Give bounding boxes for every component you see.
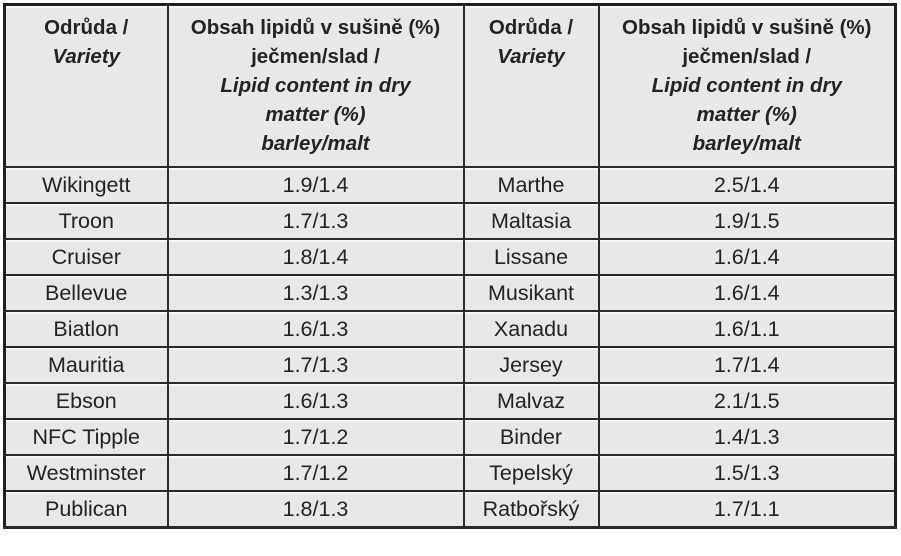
- lipid-header-en-line2: matter (%): [696, 103, 797, 126]
- lipid-value-cell: 1.9/1.4: [166, 166, 465, 204]
- table-row: Troon 1.7/1.3 Maltasia 1.9/1.5: [3, 202, 897, 240]
- variety-header-left: Odrůda / Variety: [3, 3, 169, 168]
- variety-cell: NFC Tipple: [3, 418, 169, 456]
- table-row: Wikingett 1.9/1.4 Marthe 2.5/1.4: [3, 166, 897, 204]
- header-row: Odrůda / Variety Obsah lipidů v sušině (…: [3, 3, 897, 168]
- lipid-header-cs-line1: Obsah lipidů v sušině (%): [190, 16, 441, 39]
- lipid-value-cell: 2.1/1.5: [597, 382, 897, 420]
- variety-cell: Wikingett: [3, 166, 169, 204]
- lipid-content-table: Odrůda / Variety Obsah lipidů v sušině (…: [3, 3, 897, 529]
- table-row: Ebson 1.6/1.3 Malvaz 2.1/1.5: [3, 382, 897, 420]
- lipid-value-cell: 1.7/1.2: [166, 454, 465, 492]
- lipid-value-cell: 1.7/1.4: [597, 346, 897, 384]
- variety-header-cs: Odrůda /: [488, 16, 574, 39]
- lipid-value-cell: 2.5/1.4: [597, 166, 897, 204]
- variety-cell: Xanadu: [462, 310, 600, 348]
- lipid-value-cell: 1.6/1.1: [597, 310, 897, 348]
- lipid-value-cell: 1.8/1.4: [166, 238, 465, 276]
- variety-cell: Troon: [3, 202, 169, 240]
- variety-cell: Binder: [462, 418, 600, 456]
- lipid-header-right: Obsah lipidů v sušině (%) ječmen/slad / …: [597, 3, 897, 168]
- variety-cell: Ebson: [3, 382, 169, 420]
- lipid-value-cell: 1.7/1.2: [166, 418, 465, 456]
- lipid-header-left: Obsah lipidů v sušině (%) ječmen/slad / …: [166, 3, 465, 168]
- variety-header-en: Variety: [52, 45, 121, 68]
- lipid-value-cell: 1.6/1.4: [597, 274, 897, 312]
- table-row: Bellevue 1.3/1.3 Musikant 1.6/1.4: [3, 274, 897, 312]
- variety-cell: Maltasia: [462, 202, 600, 240]
- variety-cell: Tepelský: [462, 454, 600, 492]
- variety-header-right: Odrůda / Variety: [462, 3, 600, 168]
- variety-header-en: Variety: [497, 45, 565, 68]
- lipid-value-cell: 1.9/1.5: [597, 202, 897, 240]
- table-row: Biatlon 1.6/1.3 Xanadu 1.6/1.1: [3, 310, 897, 348]
- lipid-header-en-line3: barley/malt: [692, 132, 801, 155]
- lipid-value-cell: 1.4/1.3: [597, 418, 897, 456]
- lipid-header-cs-line2: ječmen/slad /: [682, 45, 812, 68]
- variety-cell: Publican: [3, 490, 169, 529]
- lipid-value-cell: 1.5/1.3: [597, 454, 897, 492]
- variety-cell: Lissane: [462, 238, 600, 276]
- lipid-value-cell: 1.6/1.3: [166, 310, 465, 348]
- variety-header-cs: Odrůda /: [44, 16, 129, 39]
- lipid-header-en-line1: Lipid content in dry: [651, 74, 842, 97]
- lipid-header-en-line2: matter (%): [265, 103, 366, 126]
- table-row: Westminster 1.7/1.2 Tepelský 1.5/1.3: [3, 454, 897, 492]
- variety-cell: Marthe: [462, 166, 600, 204]
- lipid-header-cs-line1: Obsah lipidů v sušině (%): [622, 16, 872, 39]
- lipid-value-cell: 1.8/1.3: [166, 490, 465, 529]
- variety-cell: Biatlon: [3, 310, 169, 348]
- lipid-value-cell: 1.6/1.3: [166, 382, 465, 420]
- variety-cell: Musikant: [462, 274, 600, 312]
- lipid-header-en-line3: barley/malt: [261, 132, 370, 155]
- lipid-value-cell: 1.7/1.3: [166, 202, 465, 240]
- table-row: Cruiser 1.8/1.4 Lissane 1.6/1.4: [3, 238, 897, 276]
- variety-cell: Bellevue: [3, 274, 169, 312]
- variety-cell: Cruiser: [3, 238, 169, 276]
- lipid-value-cell: 1.7/1.1: [597, 490, 897, 529]
- lipid-header-cs-line2: ječmen/slad /: [251, 45, 380, 68]
- table-row: NFC Tipple 1.7/1.2 Binder 1.4/1.3: [3, 418, 897, 456]
- variety-cell: Westminster: [3, 454, 169, 492]
- variety-cell: Ratbořský: [462, 490, 600, 529]
- lipid-header-en-line1: Lipid content in dry: [220, 74, 411, 97]
- variety-cell: Malvaz: [462, 382, 600, 420]
- variety-cell: Jersey: [462, 346, 600, 384]
- variety-cell: Mauritia: [3, 346, 169, 384]
- lipid-value-cell: 1.6/1.4: [597, 238, 897, 276]
- lipid-value-cell: 1.7/1.3: [166, 346, 465, 384]
- table-row: Publican 1.8/1.3 Ratbořský 1.7/1.1: [3, 490, 897, 529]
- lipid-value-cell: 1.3/1.3: [166, 274, 465, 312]
- table-row: Mauritia 1.7/1.3 Jersey 1.7/1.4: [3, 346, 897, 384]
